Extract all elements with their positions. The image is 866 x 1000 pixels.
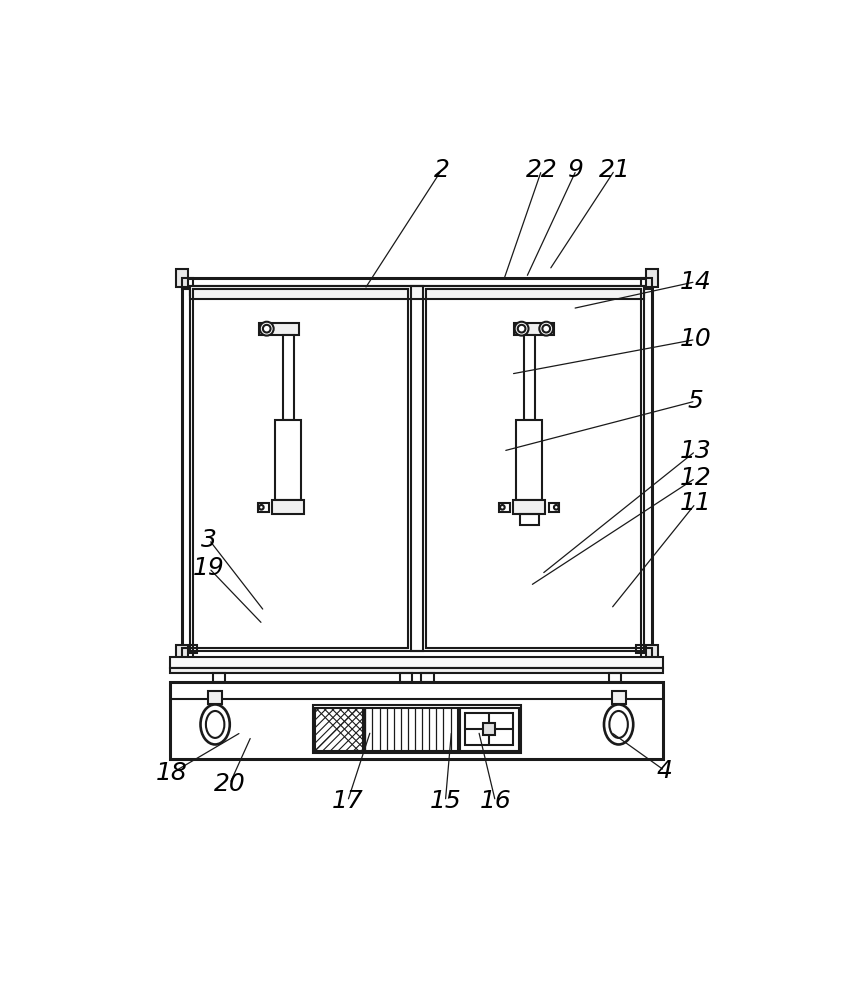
Bar	[176, 645, 188, 664]
Bar	[400, 673, 412, 682]
Bar	[182, 648, 193, 659]
Bar	[548, 503, 559, 512]
Circle shape	[542, 325, 550, 333]
Text: 21: 21	[599, 158, 630, 182]
Text: 22: 22	[526, 158, 558, 182]
Bar	[190, 286, 644, 651]
Circle shape	[500, 505, 505, 510]
Bar	[465, 713, 514, 745]
Bar	[272, 500, 305, 514]
Bar	[365, 708, 458, 751]
Bar	[514, 323, 554, 335]
Text: 15: 15	[430, 789, 462, 813]
Bar	[171, 668, 663, 673]
Bar	[193, 289, 408, 648]
Bar	[426, 289, 641, 648]
Text: 20: 20	[214, 772, 246, 796]
Bar	[190, 645, 197, 653]
Bar	[258, 503, 269, 512]
Bar	[190, 286, 644, 299]
Bar	[213, 673, 225, 682]
Bar	[611, 691, 625, 704]
Bar	[259, 323, 299, 335]
Text: 14: 14	[680, 270, 712, 294]
Bar	[283, 335, 294, 420]
Bar	[645, 269, 658, 287]
Bar	[645, 645, 658, 664]
Bar	[315, 708, 363, 751]
Text: 2: 2	[434, 158, 449, 182]
Text: 18: 18	[156, 761, 188, 785]
Circle shape	[554, 505, 559, 510]
Text: 10: 10	[680, 327, 712, 351]
Bar	[182, 278, 652, 659]
Circle shape	[540, 322, 553, 336]
Circle shape	[259, 505, 263, 510]
Bar	[641, 648, 652, 659]
Circle shape	[518, 325, 526, 333]
Text: 19: 19	[193, 556, 225, 580]
Text: 11: 11	[680, 491, 712, 515]
Bar	[275, 420, 301, 500]
Text: 12: 12	[680, 466, 712, 490]
Bar	[422, 673, 434, 682]
Bar	[171, 657, 663, 668]
Bar	[637, 287, 644, 295]
Bar	[171, 682, 663, 759]
Bar	[609, 673, 621, 682]
Bar	[514, 500, 546, 514]
Circle shape	[514, 322, 528, 336]
Circle shape	[263, 325, 270, 333]
Text: 3: 3	[201, 528, 216, 552]
Bar	[500, 503, 510, 512]
Bar	[460, 708, 519, 751]
Text: 17: 17	[332, 789, 364, 813]
Bar	[524, 335, 534, 420]
Bar	[410, 286, 423, 651]
Bar	[176, 269, 188, 287]
Bar	[313, 705, 520, 753]
Text: 9: 9	[568, 158, 585, 182]
Bar	[516, 420, 542, 500]
Bar	[483, 723, 495, 735]
Bar	[520, 514, 539, 525]
Circle shape	[260, 322, 274, 336]
Bar	[208, 691, 222, 704]
Text: 5: 5	[688, 389, 703, 413]
Bar	[637, 645, 644, 653]
Bar	[641, 278, 652, 289]
Text: 4: 4	[657, 759, 673, 783]
Text: 16: 16	[480, 789, 511, 813]
Bar	[182, 278, 193, 289]
Bar	[190, 287, 197, 295]
Text: 13: 13	[680, 439, 712, 463]
